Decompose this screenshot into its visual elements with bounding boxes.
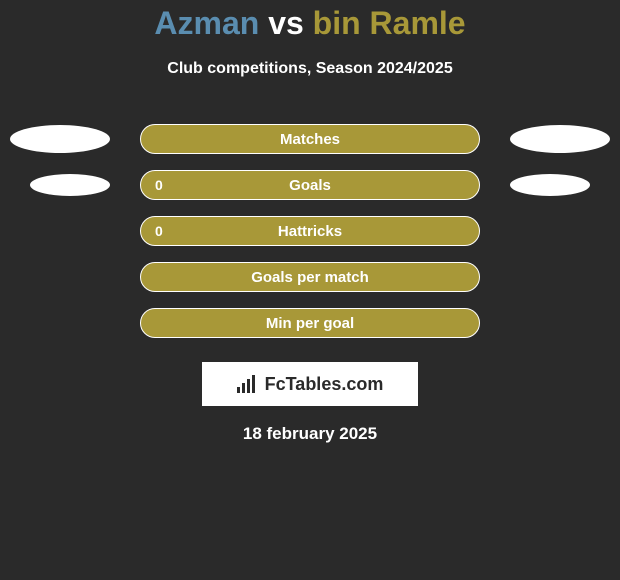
stat-bar: Matches xyxy=(140,124,480,154)
title-vs: vs xyxy=(268,5,304,41)
stat-bar: 0 Goals xyxy=(140,170,480,200)
bar-label: Goals per match xyxy=(141,269,479,286)
stat-bar: Min per goal xyxy=(140,308,480,338)
left-value-ellipse xyxy=(30,174,110,196)
page-title: Azman vs bin Ramle xyxy=(0,5,620,42)
comparison-infographic: Azman vs bin Ramle Club competitions, Se… xyxy=(0,0,620,580)
logo-box: FcTables.com xyxy=(202,362,418,406)
title-player1: Azman xyxy=(154,5,259,41)
bar-label: Min per goal xyxy=(141,315,479,332)
stat-row-matches: Matches xyxy=(0,116,620,162)
logo-text: FcTables.com xyxy=(265,374,384,395)
stat-bar: 0 Hattricks xyxy=(140,216,480,246)
right-value-ellipse xyxy=(510,125,610,153)
bar-label: Hattricks xyxy=(141,223,479,240)
date-label: 18 february 2025 xyxy=(0,424,620,444)
right-value-ellipse xyxy=(510,174,590,196)
logo: FcTables.com xyxy=(237,374,384,395)
stat-row-goals: 0 Goals xyxy=(0,162,620,208)
bar-label: Goals xyxy=(141,177,479,194)
stat-bar: Goals per match xyxy=(140,262,480,292)
bar-label: Matches xyxy=(141,131,479,148)
stat-row-hattricks: 0 Hattricks xyxy=(0,208,620,254)
chart-icon xyxy=(237,375,259,393)
title-player2: bin Ramle xyxy=(313,5,466,41)
stat-row-min-per-goal: Min per goal xyxy=(0,300,620,346)
stat-row-goals-per-match: Goals per match xyxy=(0,254,620,300)
subtitle: Club competitions, Season 2024/2025 xyxy=(0,60,620,78)
left-value-ellipse xyxy=(10,125,110,153)
